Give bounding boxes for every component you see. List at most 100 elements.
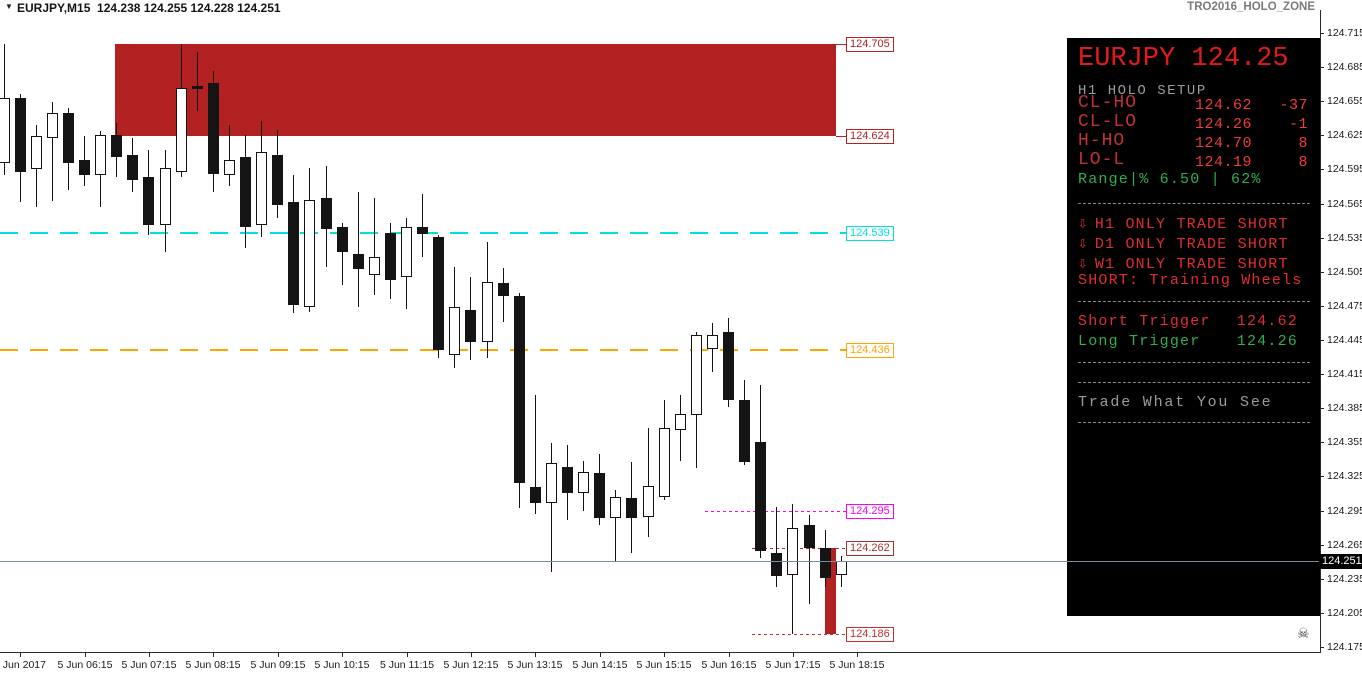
stat-delta: 8	[1298, 135, 1308, 152]
short-mode: SHORT: Training Wheels	[1078, 272, 1303, 289]
price-tick-label: 124.655	[1327, 95, 1362, 107]
level-label-124.186[interactable]: 124.186	[846, 627, 894, 643]
current-price-line	[0, 561, 1320, 562]
time-tick-label: 5 Jun 14:15	[572, 659, 628, 671]
panel-subtitle: H1 HOLO SETUP	[1078, 83, 1207, 99]
level-line-124.705	[836, 44, 846, 46]
stat-row-lo-l: LO-L 124.19 8	[1078, 150, 1310, 172]
level-line-124.624	[836, 136, 846, 138]
price-axis[interactable]: 124.715 124.685 124.655 124.625 124.595 124.5…	[1320, 0, 1362, 653]
panel-title: EURJPY 124.25	[1078, 44, 1289, 74]
down-arrow-icon: ⇩	[1078, 255, 1089, 273]
time-tick-label: 5 Jun 2017	[0, 659, 46, 671]
price-tick-label: 124.535	[1327, 232, 1362, 244]
chart-layer: 124.705 124.624 124.539 124.436 124.295 124.2…	[0, 37, 894, 643]
time-axis[interactable]: 5 Jun 2017 5 Jun 06:15 5 Jun 07:15 5 Jun 08…	[0, 653, 1362, 675]
time-tick-label: 5 Jun 18:15	[829, 659, 885, 671]
time-axis-line	[0, 652, 1321, 653]
price-tick	[1320, 272, 1324, 273]
time-tick-label: 5 Jun 15:15	[636, 659, 692, 671]
stat-delta: -1	[1288, 116, 1308, 133]
level-line-124.295	[705, 510, 846, 512]
time-tick-label: 5 Jun 07:15	[121, 659, 177, 671]
separator	[1078, 422, 1310, 423]
stat-delta: -37	[1279, 97, 1308, 114]
short-zone-highlight-rect	[825, 548, 836, 635]
stat-label: LO-L	[1078, 150, 1126, 170]
separator	[1078, 362, 1310, 363]
signal-text: W1 ONLY TRADE SHORT	[1094, 256, 1289, 273]
level-line-124.262	[752, 548, 846, 550]
price-tick-label: 124.235	[1327, 573, 1362, 585]
level-label-124.436[interactable]: 124.436	[846, 343, 894, 359]
signal-h1: ⇩ H1 ONLY TRADE SHORT	[1078, 213, 1289, 233]
separator	[1078, 382, 1310, 383]
level-label-124.705[interactable]: 124.705	[846, 37, 894, 53]
price-tick-label: 124.355	[1327, 436, 1362, 448]
stat-row-cl-ho: CL-HO 124.62 -37	[1078, 93, 1310, 115]
signal-text: D1 ONLY TRADE SHORT	[1094, 236, 1289, 253]
signal-w1: ⇩ W1 ONLY TRADE SHORT	[1078, 253, 1289, 273]
price-tick	[1320, 408, 1324, 409]
time-tick	[600, 653, 601, 657]
price-tick	[1320, 33, 1324, 34]
price-tick-label: 124.265	[1327, 539, 1362, 551]
price-tick-label: 124.685	[1327, 61, 1362, 73]
time-tick-label: 5 Jun 06:15	[57, 659, 113, 671]
price-tick-label: 124.385	[1327, 402, 1362, 414]
stat-value: 124.62	[1194, 97, 1252, 114]
time-tick	[85, 653, 86, 657]
price-tick-label: 124.625	[1327, 129, 1362, 141]
price-tick-label: 124.595	[1327, 163, 1362, 175]
price-tick	[1320, 238, 1324, 239]
price-tick	[1320, 476, 1324, 477]
time-tick-label: 5 Jun 10:15	[314, 659, 370, 671]
level-label-124.624[interactable]: 124.624	[846, 129, 894, 145]
down-arrow-icon: ⇩	[1078, 235, 1089, 253]
time-tick-label: 5 Jun 11:15	[379, 659, 435, 671]
time-tick	[793, 653, 794, 657]
stat-label: CL-HO	[1078, 93, 1138, 113]
price-tick-label: 124.295	[1327, 505, 1362, 517]
level-label-124.262[interactable]: 124.262	[846, 541, 894, 557]
symbol-period: EURJPY,M15	[17, 1, 91, 15]
price-tick	[1320, 647, 1324, 648]
price-tick-label: 124.565	[1327, 198, 1362, 210]
time-tick	[149, 653, 150, 657]
time-tick-label: 5 Jun 09:15	[250, 659, 306, 671]
price-tick	[1320, 306, 1324, 307]
price-tick-label: 124.415	[1327, 368, 1362, 380]
price-tick	[1320, 579, 1324, 580]
time-tick	[729, 653, 730, 657]
stat-row-h-ho: H-HO 124.70 8	[1078, 132, 1310, 153]
stat-value: 124.70	[1194, 135, 1252, 152]
short-trigger-label: Short Trigger	[1078, 313, 1211, 330]
ohlc-quote: 124.238 124.255 124.228 124.251	[97, 1, 281, 15]
level-label-124.295[interactable]: 124.295	[846, 503, 894, 519]
time-tick-label: 5 Jun 17:15	[765, 659, 821, 671]
down-arrow-icon: ⇩	[1078, 215, 1089, 233]
price-tick-label: 124.505	[1327, 266, 1362, 278]
long-trigger-label: Long Trigger	[1078, 333, 1201, 350]
motto: Trade What You See	[1078, 394, 1273, 411]
price-tick	[1320, 135, 1324, 136]
price-tick-label: 124.445	[1327, 334, 1362, 346]
time-tick	[471, 653, 472, 657]
time-tick	[342, 653, 343, 657]
indicator-name: TRO2016_HOLO_ZONE	[1187, 1, 1315, 13]
time-tick	[20, 653, 21, 657]
time-tick	[535, 653, 536, 657]
short-trigger: Short Trigger 124.62	[1078, 313, 1298, 330]
skull-icon: ☠	[1297, 625, 1310, 641]
symbol-dropdown-icon[interactable]: ▼	[5, 2, 13, 11]
time-tick-label: 5 Jun 16:15	[701, 659, 757, 671]
time-tick	[213, 653, 214, 657]
chart-surface[interactable]: 124.705 124.624 124.539 124.436 124.295 124.2…	[0, 0, 1320, 675]
time-tick	[857, 653, 858, 657]
time-tick	[278, 653, 279, 657]
price-tick	[1320, 374, 1324, 375]
short-trigger-value: 124.62	[1236, 313, 1298, 330]
price-tick	[1320, 340, 1324, 341]
level-label-124.539[interactable]: 124.539	[846, 226, 894, 242]
